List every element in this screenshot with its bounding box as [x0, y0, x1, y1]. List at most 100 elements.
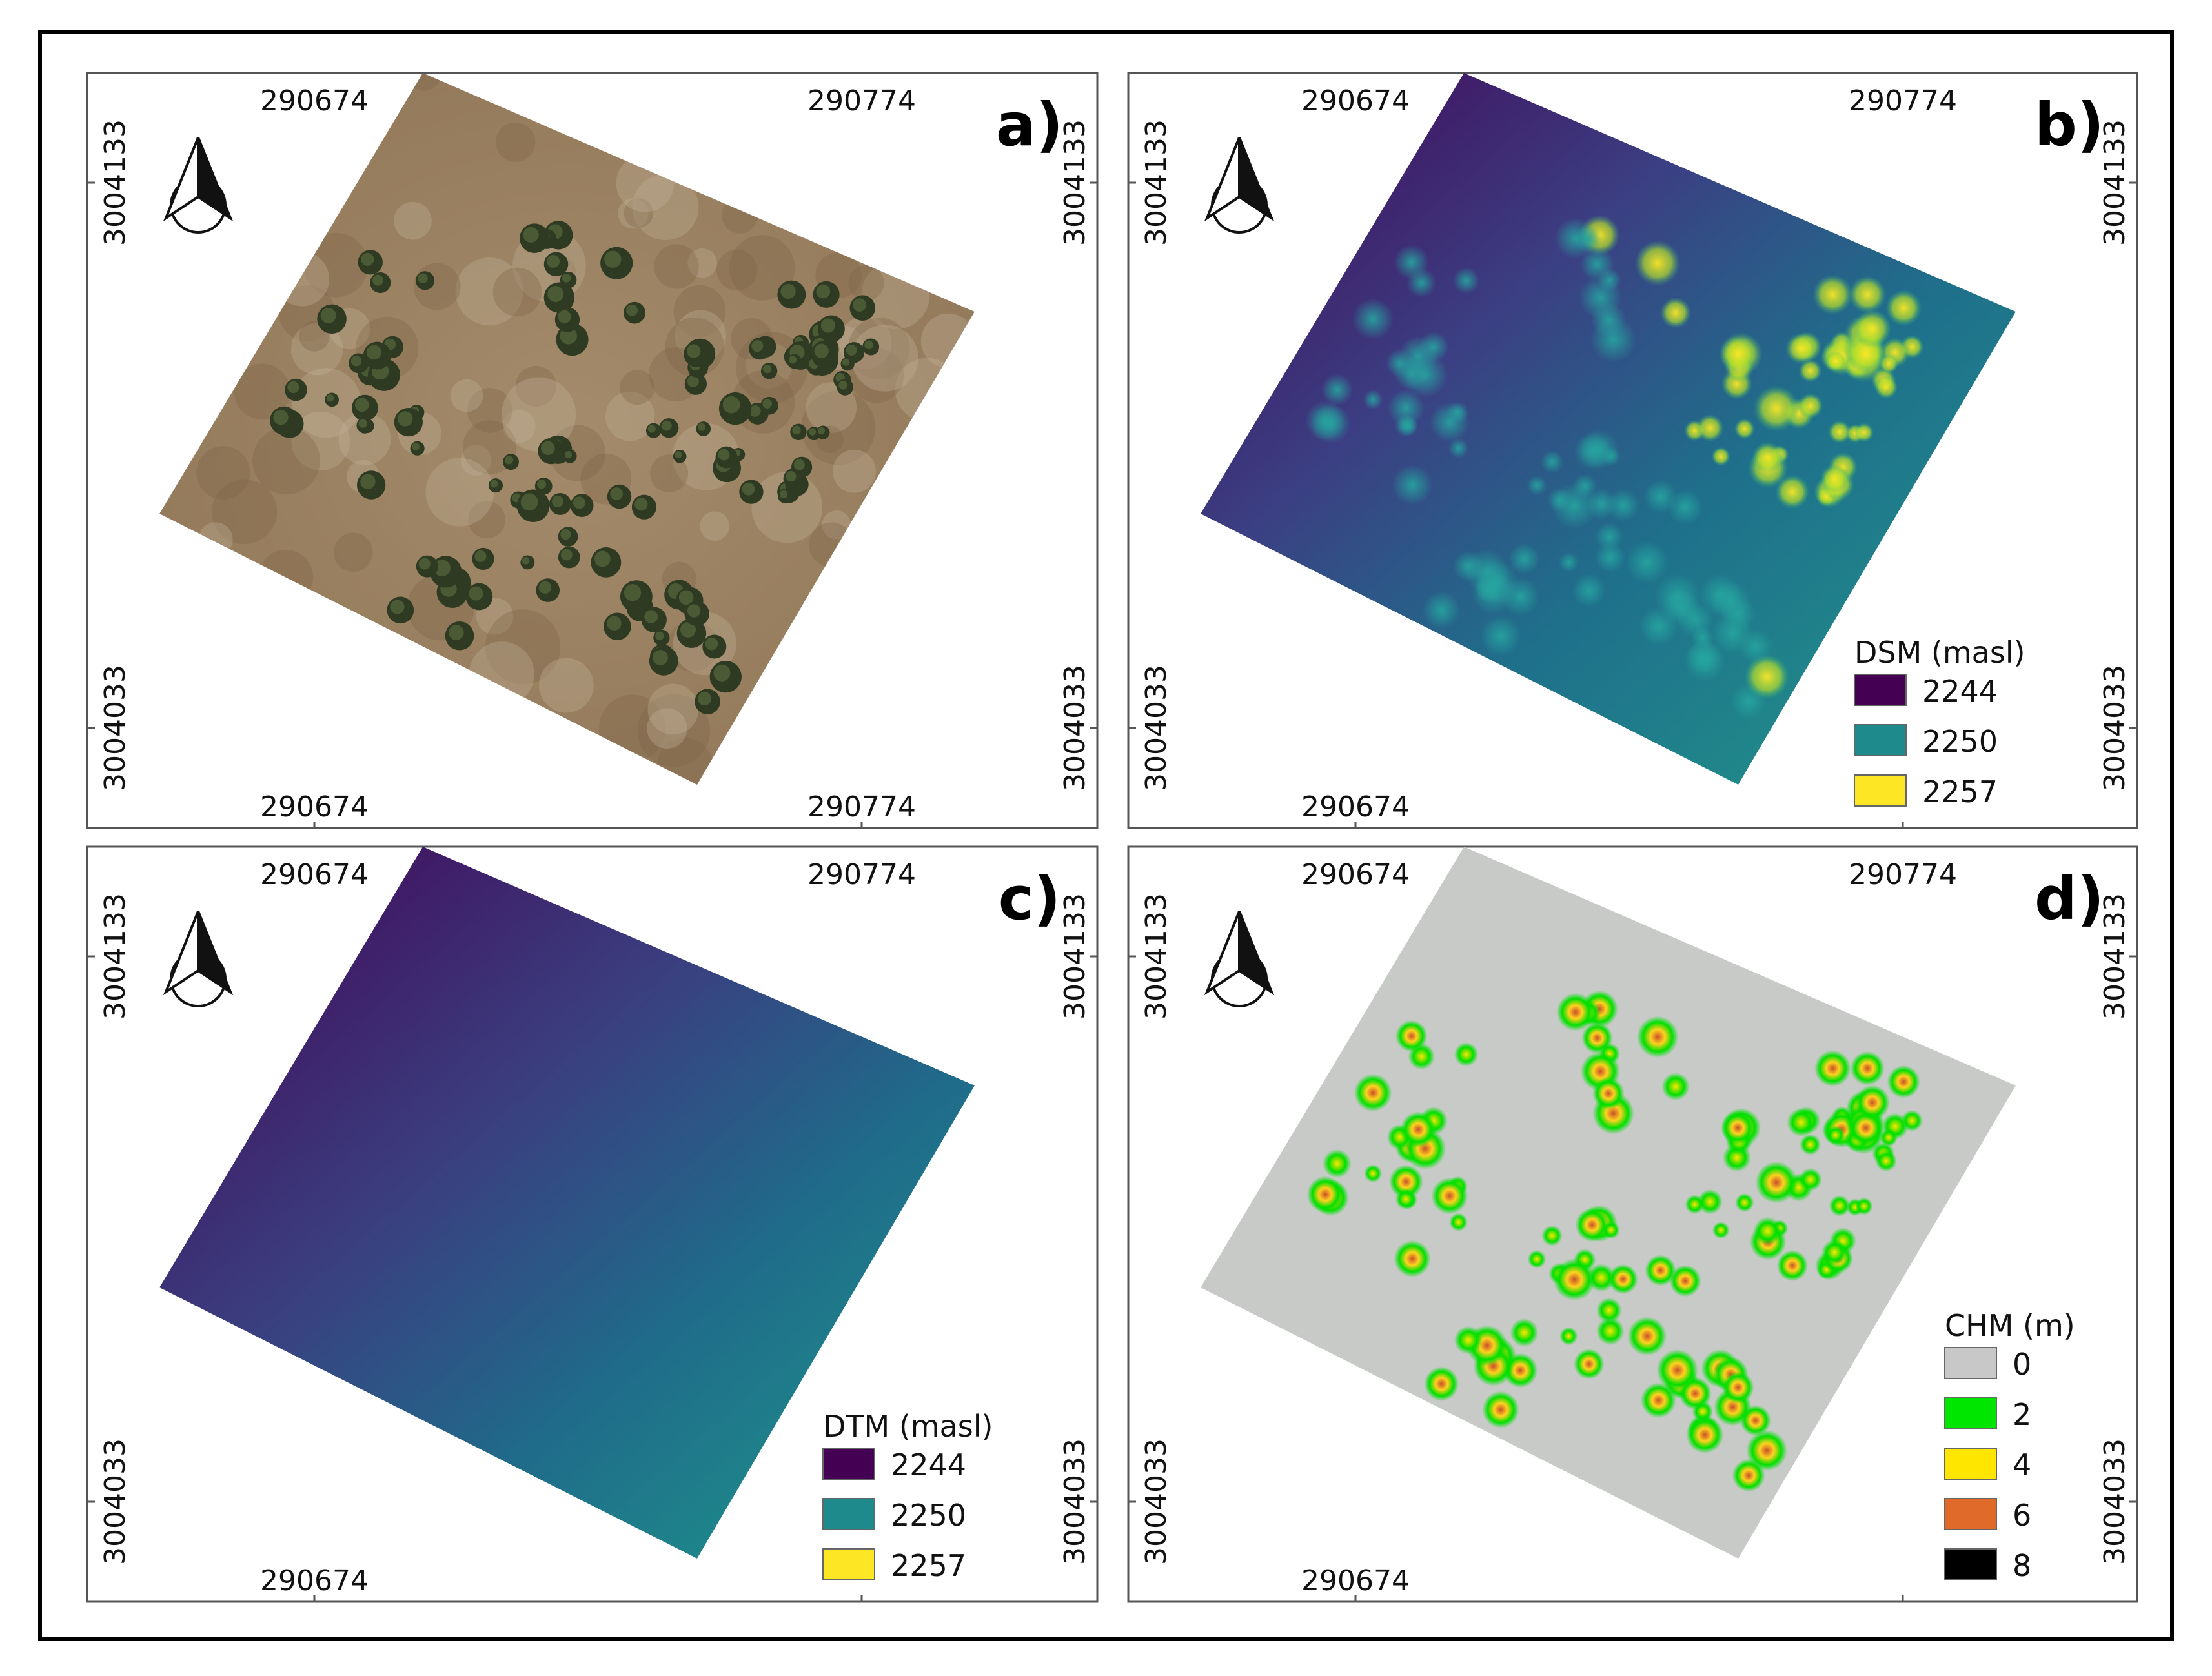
tree-crown-highlight: [809, 428, 817, 436]
tree-crown-highlight: [397, 411, 413, 427]
legend-c-title: DTM (masl): [823, 1409, 993, 1444]
dsm-crown: [1812, 274, 1853, 315]
ortho-soil-patch: [637, 694, 711, 767]
ortho-soil-patch: [333, 532, 373, 572]
legend-b-value: 2244: [1922, 674, 1998, 709]
ortho-soil-patch: [647, 708, 687, 749]
dsm-crown: [1554, 217, 1597, 259]
tree-crown-highlight: [820, 318, 836, 333]
dsm-crown: [1825, 351, 1846, 372]
panel-label-d: d): [2034, 864, 2104, 933]
tree-crown-highlight: [853, 298, 867, 312]
tree-crown-highlight: [560, 529, 571, 540]
tree-crown-highlight: [678, 590, 694, 605]
ortho-soil-patch: [624, 198, 654, 228]
chm-crown: [1306, 1176, 1344, 1213]
chm-crown: [1686, 1416, 1724, 1454]
legend-b-swatch: [1854, 674, 1907, 706]
panel-c: 290674 290774 290674 3004133 3004133 3004033 3…: [86, 845, 1099, 1603]
dsm-crown: [1422, 591, 1461, 629]
dsm-crown: [1595, 541, 1626, 573]
dsm-crown: [1744, 654, 1790, 700]
tree-crown-highlight: [816, 284, 831, 299]
panel-b-raster: [1201, 73, 2016, 785]
legend-c-swatch: [822, 1498, 875, 1530]
ortho-soil-patch: [618, 198, 649, 229]
ortho-soil-patch: [647, 683, 699, 735]
easting-label-top-right: 290774: [1849, 85, 1957, 117]
chm-crown: [1721, 1111, 1755, 1145]
northing-label-left-1: 3004033: [99, 1439, 132, 1565]
chm-crown: [1454, 1326, 1483, 1355]
tree-crown-highlight: [520, 493, 538, 511]
tree-crown-highlight: [326, 394, 334, 402]
chm-crown: [1661, 1072, 1690, 1101]
easting-label-bottom-left: 290674: [260, 1564, 369, 1597]
chm-crown: [1541, 1225, 1563, 1246]
dsm-crown: [1453, 267, 1480, 294]
tree-crown-highlight: [607, 616, 622, 631]
chm-crown: [1527, 1249, 1547, 1269]
ortho-soil-patch: [848, 265, 884, 301]
tree-crown-highlight: [547, 255, 560, 268]
northing-label-right-1: 3004033: [1059, 665, 1091, 791]
tree-crown-highlight: [786, 470, 797, 482]
tree-crown-highlight: [864, 340, 873, 350]
legend-c-value: 2244: [891, 1448, 966, 1482]
tree-crown-highlight: [780, 283, 796, 299]
legend-c-swatch: [822, 1448, 875, 1480]
chm-crown: [1697, 1189, 1723, 1215]
ortho-soil-patch: [687, 248, 717, 278]
ortho-soil-patch: [501, 377, 576, 452]
tree-crown-highlight: [653, 650, 668, 665]
chm-crown: [1559, 1327, 1578, 1346]
tree-crown-highlight: [687, 344, 701, 358]
ortho-soil-patch: [212, 479, 278, 545]
tree-crown-highlight: [448, 625, 464, 640]
ortho-soil-patch: [632, 174, 699, 241]
northing-label-left-1: 3004033: [1140, 665, 1173, 791]
tree-crown-highlight: [390, 600, 405, 614]
chm-crown: [1449, 1213, 1468, 1232]
chm-crown: [1575, 1207, 1609, 1242]
north-arrow-outline: [197, 911, 234, 996]
north-arrow-icon: [163, 911, 234, 1007]
legend-d-swatch: [1944, 1448, 1997, 1480]
ortho-soil-patch: [492, 267, 542, 317]
tree-crown-highlight: [846, 344, 857, 356]
northing-label-left-0: 3004133: [1140, 119, 1173, 246]
ortho-soil-patch: [673, 285, 726, 338]
tree-crown-highlight: [418, 558, 431, 570]
dsm-crown: [1480, 615, 1521, 656]
dsm-crown: [1753, 385, 1800, 432]
northing-label-right-0: 3004133: [1059, 893, 1091, 1020]
easting-label-top-right: 290774: [807, 858, 916, 891]
chm-crown: [1581, 1022, 1613, 1054]
tree-crown-highlight: [547, 286, 564, 303]
legend-b-title: DSM (masl): [1854, 635, 2025, 670]
easting-label-top-left: 290674: [260, 858, 369, 891]
chm-crown: [1753, 1217, 1782, 1246]
chm-crown: [1678, 1377, 1712, 1410]
chm-crown: [1592, 1077, 1625, 1110]
ortho-soil-patch: [801, 390, 876, 465]
dtm-surface: [159, 847, 975, 1559]
chm-crown: [1821, 1239, 1847, 1266]
tree-crown-highlight: [655, 631, 664, 640]
ortho-soil-patch: [538, 658, 594, 713]
ortho-soil-patch: [455, 257, 523, 326]
dsm-crown: [1607, 489, 1639, 522]
tree-crown-highlight: [562, 274, 571, 283]
dsm-crown: [1775, 474, 1810, 509]
tree-crown-highlight: [538, 581, 552, 594]
northing-label-right-1: 3004033: [2098, 665, 2131, 791]
dsm-crown: [1387, 389, 1425, 427]
dsm-crown: [1643, 480, 1678, 514]
dsm-crown: [1601, 447, 1621, 466]
panel-label-b: b): [2034, 90, 2104, 159]
legend-c-value: 2257: [891, 1548, 966, 1583]
dsm-crown: [1540, 450, 1564, 474]
chm-crown: [1746, 1429, 1788, 1471]
chm-crown: [1574, 1348, 1605, 1380]
